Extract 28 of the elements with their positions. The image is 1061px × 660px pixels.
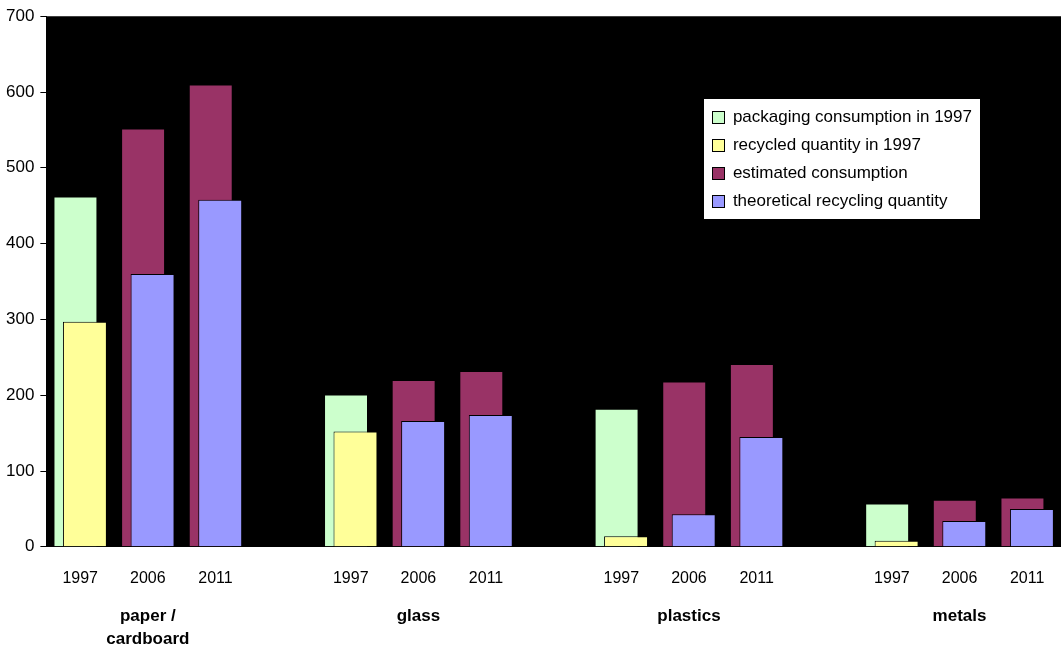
text: glass — [396, 606, 441, 626]
y-tick-label: 600 — [5, 81, 35, 101]
legend-label: packaging consumption in 1997 — [731, 106, 972, 129]
text: plastics — [657, 606, 721, 626]
y-tick-label: 400 — [5, 233, 35, 253]
text: metals — [932, 606, 987, 626]
x-tick-label: 2011 — [1009, 568, 1045, 586]
x-tick-label: 2011 — [198, 568, 233, 586]
x-tick-label: 2006 — [941, 568, 978, 586]
x-tick-label: 1997 — [874, 568, 910, 586]
x-tick-label: 2006 — [671, 568, 707, 586]
y-tick-label: 300 — [5, 309, 35, 329]
y-tick-label: 0 — [24, 536, 35, 556]
legend-label: theoretical recycling quantity — [731, 190, 949, 213]
x-tick-label: 2011 — [739, 568, 774, 586]
y-tick-label: 500 — [5, 157, 35, 177]
x-tick-label: 1997 — [62, 568, 99, 586]
x-tick-label: 2011 — [468, 568, 504, 586]
y-tick-label: 100 — [5, 460, 35, 480]
legend-label: estimated consumption — [731, 162, 909, 185]
text: paper / cardboard — [106, 606, 190, 649]
legend-label: recycled quantity in 1997 — [731, 134, 922, 157]
x-tick-label: 1997 — [332, 568, 369, 586]
x-tick-label: 2006 — [130, 568, 166, 586]
x-tick-label: 2006 — [400, 568, 437, 586]
y-tick-label: 700 — [5, 5, 35, 25]
y-tick-label: 200 — [5, 384, 35, 404]
x-tick-label: 1997 — [603, 568, 640, 586]
